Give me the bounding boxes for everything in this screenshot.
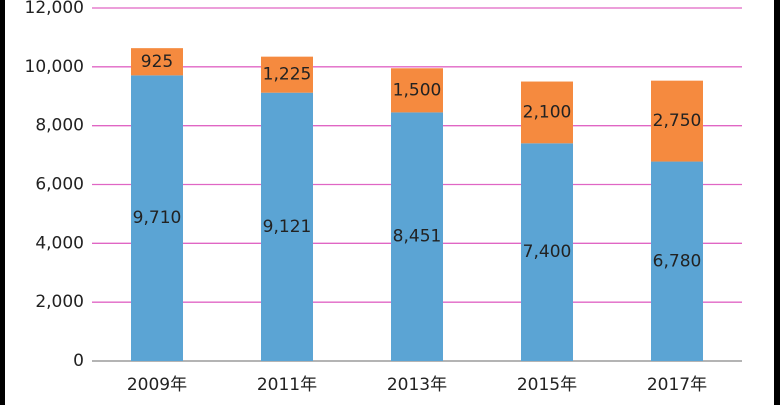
data-label: 9,710 (133, 208, 182, 228)
bar-segment (131, 48, 183, 76)
y-tick-label: 6,000 (35, 175, 84, 195)
x-tick-label: 2015年 (517, 375, 577, 395)
bar-segment (391, 112, 443, 361)
x-tick-label: 2013年 (387, 375, 447, 395)
bar-segment (131, 75, 183, 361)
y-tick-label: 0 (73, 351, 84, 371)
bar-segment (391, 68, 443, 113)
bar-segment (261, 92, 313, 361)
y-tick-label: 10,000 (25, 57, 84, 77)
y-tick-label: 2,000 (35, 292, 84, 312)
frame-edge (774, 0, 780, 405)
data-label: 2,750 (653, 111, 702, 131)
y-tick-label: 8,000 (35, 116, 84, 136)
bar-segment (651, 80, 703, 162)
data-label: 2,100 (523, 102, 572, 122)
frame-edge (0, 0, 5, 405)
x-tick-label: 2011年 (257, 375, 317, 395)
data-label: 9,121 (263, 217, 312, 237)
bar-segment (521, 81, 573, 144)
data-label: 6,780 (653, 251, 702, 271)
data-label: 8,451 (393, 227, 442, 247)
data-label: 1,225 (263, 65, 312, 85)
y-tick-label: 4,000 (35, 233, 84, 253)
x-tick-label: 2017年 (647, 375, 707, 395)
data-label: 925 (141, 52, 173, 72)
x-tick-label: 2009年 (127, 375, 187, 395)
bar-segment (261, 56, 313, 93)
y-tick-label: 12,000 (25, 0, 84, 18)
bar-segment (521, 143, 573, 361)
data-label: 1,500 (393, 80, 442, 100)
bar-segment (651, 161, 703, 361)
data-label: 7,400 (523, 242, 572, 262)
